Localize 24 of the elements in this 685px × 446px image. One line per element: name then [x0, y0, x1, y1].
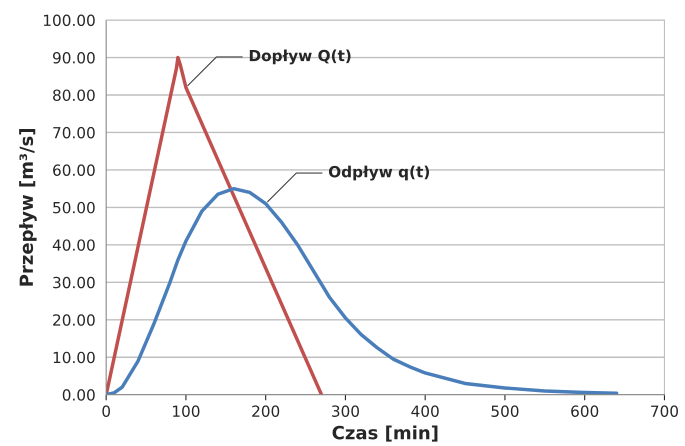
line-series — [106, 186, 618, 395]
x-axis-title: Czas [min] — [332, 425, 438, 442]
y-tick-label: 40.00 — [52, 239, 95, 251]
y-tick-label: 30.00 — [53, 276, 95, 288]
y-tick-label: 100.00 — [44, 14, 95, 26]
x-tick-label: 200 — [252, 405, 280, 417]
y-tick-label: 50.00 — [53, 202, 95, 214]
x-tick-label: 500 — [492, 405, 519, 417]
x-tick-label: 300 — [332, 405, 359, 417]
y-tick-label: 80.00 — [53, 89, 95, 102]
y-tick-label: 0.00 — [62, 389, 95, 401]
text: Dopływ Q(t) — [250, 49, 351, 64]
y-tick-label: 60.00 — [53, 164, 95, 176]
y-tick-label: 90.00 — [52, 52, 95, 64]
x-tick-label: 0 — [102, 405, 110, 417]
y-axis-title: Przepływ [m³/s] — [19, 129, 37, 286]
x-tick-label: 600 — [571, 405, 598, 417]
x-tick-label: 400 — [411, 405, 439, 417]
text: Odpływ q(t) — [328, 166, 429, 181]
y-tick-label: 20.00 — [53, 314, 95, 326]
x-tick-label: 700 — [651, 405, 678, 417]
y-tick-label: 10.00 — [54, 352, 95, 364]
x-tick-label: 100 — [173, 405, 200, 417]
y-tick-label: 70.00 — [53, 126, 95, 138]
